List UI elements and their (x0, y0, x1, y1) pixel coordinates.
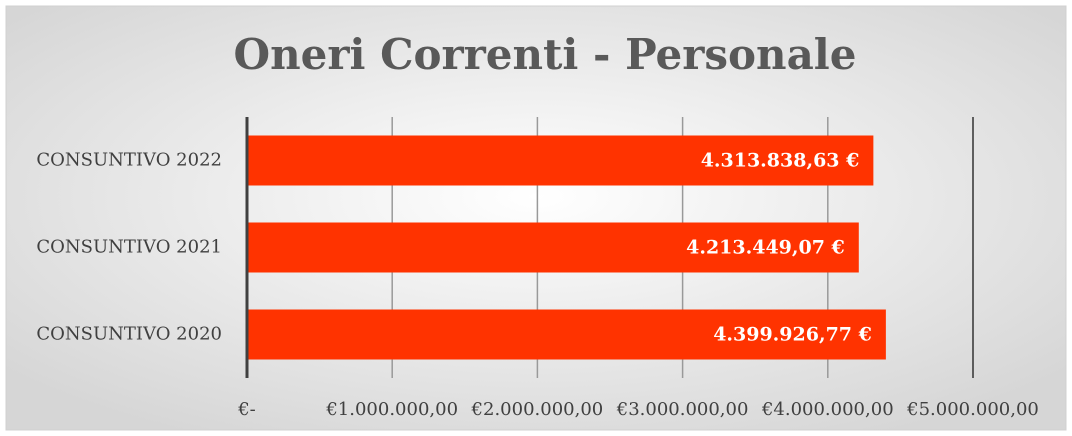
data-label: 4.213.449,07 € (686, 237, 845, 259)
x-tick-label: €5.000.000,00 (906, 399, 1039, 420)
x-tick-label: €4.000.000,00 (761, 399, 894, 420)
bar (248, 135, 874, 186)
y-tick-label: CONSUNTIVO 2022 (36, 150, 222, 171)
x-tick-label: €2.000.000,00 (471, 399, 604, 420)
bar (248, 222, 859, 273)
data-label: 4.313.838,63 € (701, 150, 860, 172)
x-tick-label: €1.000.000,00 (325, 399, 458, 420)
y-tick-label: CONSUNTIVO 2020 (36, 324, 222, 345)
bar (248, 309, 886, 360)
x-tick-label: €3.000.000,00 (616, 399, 749, 420)
y-tick-label: CONSUNTIVO 2021 (36, 237, 222, 258)
chart-title: Oneri Correnti - Personale (234, 30, 857, 79)
x-tick-label: €- (237, 399, 256, 420)
data-label: 4.399.926,77 € (713, 324, 872, 346)
